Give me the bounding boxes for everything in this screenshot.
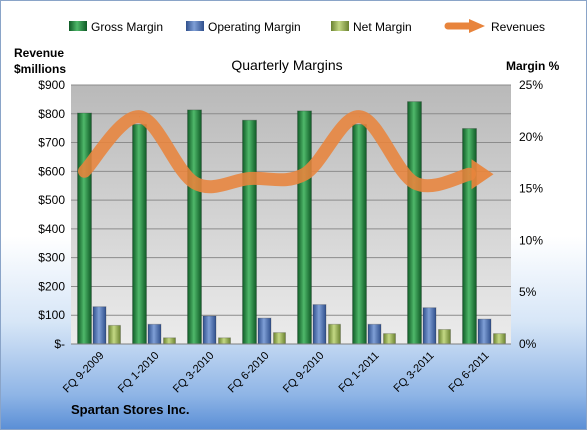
right-axis-ticks: 0% 5% 10% 15% 20% 25% <box>519 78 543 351</box>
bar-net-margin <box>438 329 451 345</box>
legend-arrow-revenues <box>469 19 485 33</box>
revenue-point <box>84 170 85 172</box>
bar-operating-margin <box>477 318 492 345</box>
left-axis-label-line1: Revenue <box>14 46 64 60</box>
bar-net-margin <box>493 333 506 345</box>
left-tick-label: $800 <box>38 107 65 121</box>
revenue-arrow-head <box>471 159 494 190</box>
revenue-point <box>469 173 470 175</box>
bar-gross-margin <box>407 101 422 345</box>
legend-swatch-operating <box>186 21 204 31</box>
right-tick-label: 10% <box>519 233 543 247</box>
left-tick-label: $200 <box>38 279 65 293</box>
left-tick-label: $500 <box>38 193 65 207</box>
revenue-point <box>304 173 305 175</box>
revenue-point <box>414 182 415 184</box>
x-tick-label: FQ 6-2010 <box>226 350 272 396</box>
left-axis-label-line2: $millions <box>14 62 66 76</box>
right-tick-label: 5% <box>519 285 537 299</box>
x-axis-ticks: FQ 9-2009 FQ 1-2010 FQ 3-2010 FQ 6-2010 FQ 9… <box>61 350 492 396</box>
bar-net-margin <box>108 324 121 345</box>
bar-gross-margin <box>462 128 477 345</box>
revenue-point <box>249 178 250 179</box>
left-tick-label: $300 <box>38 251 65 265</box>
x-tick-label: FQ 1-2011 <box>337 350 382 395</box>
bar-operating-margin <box>257 317 272 345</box>
bar-gross-margin <box>132 123 147 345</box>
x-tick-label: FQ 6-2011 <box>447 350 492 395</box>
right-tick-label: 0% <box>519 337 537 351</box>
bar-gross-margin <box>297 110 312 345</box>
right-tick-label: 25% <box>519 78 543 92</box>
bar-net-margin <box>273 332 286 345</box>
legend-label-operating: Operating Margin <box>208 20 301 34</box>
legend: Gross Margin Operating Margin Net Margin… <box>69 19 545 34</box>
revenue-line <box>78 110 494 194</box>
left-axis-ticks: $- $100 $200 $300 $400 $500 $600 $700 $800 $900 <box>38 78 65 351</box>
bar-gross-margin <box>187 109 202 345</box>
left-tick-label: $- <box>54 337 65 351</box>
legend-label-revenues: Revenues <box>491 20 545 34</box>
bar-net-margin <box>163 337 176 345</box>
revenue-point <box>194 182 195 184</box>
left-tick-label: $900 <box>38 78 65 92</box>
x-tick-label: FQ 3-2010 <box>171 350 217 396</box>
bar-net-margin <box>383 333 396 345</box>
bar-net-margin <box>218 337 231 345</box>
right-tick-label: 15% <box>519 182 543 196</box>
bar-operating-margin <box>312 304 327 345</box>
legend-label-net: Net Margin <box>353 20 412 34</box>
legend-swatch-net <box>331 21 349 31</box>
right-tick-label: 20% <box>519 130 543 144</box>
right-axis-label: Margin % <box>506 59 560 73</box>
left-tick-label: $700 <box>38 136 65 150</box>
bar-operating-margin <box>147 323 162 345</box>
legend-label-gross: Gross Margin <box>91 20 163 34</box>
bar-net-margin <box>328 323 341 345</box>
revenue-point <box>139 116 140 118</box>
x-tick-label: FQ 1-2010 <box>116 350 162 396</box>
company-name: Spartan Stores Inc. <box>71 402 189 417</box>
bar-operating-margin <box>422 307 437 345</box>
left-tick-label: $600 <box>38 164 65 178</box>
x-tick-label: FQ 3-2011 <box>392 350 437 395</box>
x-tick-label: FQ 9-2009 <box>61 350 107 396</box>
bar-gross-margin <box>242 119 257 345</box>
left-tick-label: $100 <box>38 308 65 322</box>
left-tick-label: $400 <box>38 222 65 236</box>
bar-operating-margin <box>202 315 217 345</box>
chart-title: Quarterly Margins <box>231 57 342 73</box>
bar-gross-margin <box>352 123 367 345</box>
bar-gross-margin <box>77 112 92 345</box>
bar-operating-margin <box>92 306 107 345</box>
legend-swatch-gross <box>69 21 87 31</box>
bar-operating-margin <box>367 323 382 345</box>
x-tick-label: FQ 9-2010 <box>281 350 327 396</box>
revenue-point <box>359 116 360 118</box>
